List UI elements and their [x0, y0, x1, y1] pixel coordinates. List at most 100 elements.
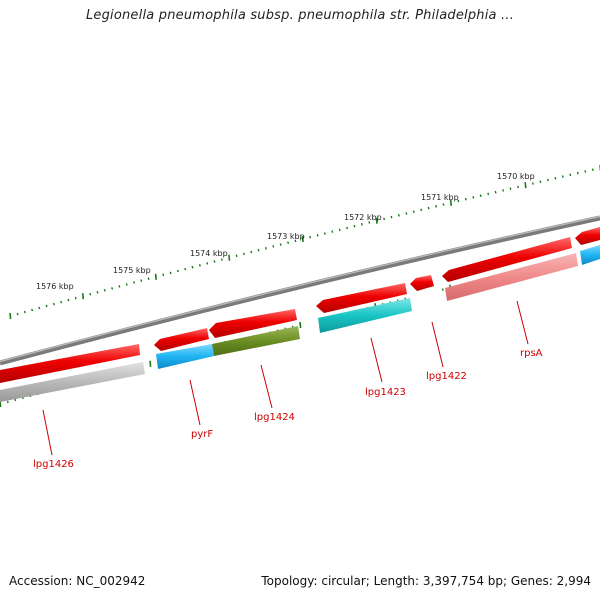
minor-tick	[323, 232, 326, 235]
minor-tick	[23, 310, 26, 314]
cog-rpsA[interactable]	[445, 253, 578, 301]
minor-tick	[331, 230, 334, 233]
scale-label-1576: 1576 kbp	[36, 282, 74, 291]
gene-arrow-pyrF[interactable]	[154, 328, 209, 351]
minor-tick	[591, 168, 594, 171]
gene-label-pyrF[interactable]: pyrF	[191, 429, 213, 440]
minor-tick	[52, 302, 55, 306]
minor-tick	[554, 177, 557, 180]
scale-tick-ring	[9, 165, 600, 320]
gene-labels: lpg1426 pyrF lpg1424 lpg1423 lpg1422 rps…	[33, 348, 543, 470]
major-tick	[154, 273, 157, 280]
minor-tick	[265, 247, 267, 250]
major-tick	[149, 360, 152, 367]
minor-tick	[569, 173, 572, 177]
cog-lpg1424[interactable]	[212, 326, 300, 356]
minor-tick	[242, 252, 245, 256]
minor-tick	[539, 180, 542, 183]
minor-tick	[96, 291, 99, 294]
gene-arrow-rpsA[interactable]	[442, 237, 572, 282]
gene-arrow-lpg1422[interactable]	[410, 275, 434, 291]
minor-tick	[235, 254, 238, 258]
minor-tick	[441, 288, 444, 291]
minor-tick	[517, 185, 519, 189]
minor-tick	[405, 212, 408, 215]
major-tick	[524, 182, 527, 189]
minor-tick	[67, 298, 70, 302]
minor-tick	[360, 223, 363, 226]
gene-label-lpg1422[interactable]: lpg1422	[426, 371, 467, 382]
minor-tick	[531, 182, 534, 185]
gene-arrow-next[interactable]	[575, 227, 600, 245]
minor-tick	[316, 234, 319, 237]
minor-tick	[176, 269, 179, 273]
minor-tick	[390, 215, 393, 219]
minor-tick	[576, 171, 579, 175]
gene-label-lpg1424[interactable]: lpg1424	[254, 412, 295, 423]
major-tick	[375, 217, 378, 224]
minor-tick	[140, 279, 143, 282]
cog-pyrF[interactable]	[156, 344, 214, 369]
scale-label-1572: 1572 kbp	[344, 213, 382, 222]
gene-arrow-lpg1423[interactable]	[316, 283, 407, 313]
callout-lines	[42, 300, 529, 456]
scale-labels: 1576 kbp 1575 kbp 1574 kbp 1573 kbp 1572…	[36, 172, 535, 291]
minor-tick	[509, 187, 512, 190]
minor-tick	[546, 178, 549, 182]
minor-tick	[309, 235, 312, 239]
minor-tick	[162, 273, 165, 277]
minor-tick	[257, 248, 260, 252]
minor-tick	[89, 292, 92, 296]
gene-label-lpg1423[interactable]: lpg1423	[365, 387, 406, 398]
gene-arrow-lpg1426[interactable]	[0, 344, 140, 383]
minor-tick	[420, 208, 423, 212]
major-tick	[81, 293, 85, 300]
minor-tick	[427, 206, 430, 210]
gene-label-lpg1426[interactable]: lpg1426	[33, 459, 74, 470]
scale-label-1574: 1574 kbp	[190, 249, 228, 258]
minor-tick	[383, 217, 386, 221]
minor-tick	[14, 398, 17, 402]
minor-tick	[435, 205, 438, 208]
minor-tick	[74, 296, 77, 300]
genome-backbone-highlight	[0, 215, 600, 363]
minor-tick	[125, 283, 128, 286]
major-tick	[9, 312, 12, 320]
minor-tick	[184, 267, 187, 271]
minor-tick	[103, 289, 106, 292]
minor-tick	[169, 271, 172, 275]
minor-tick	[133, 281, 135, 284]
feature-track-cds	[0, 227, 600, 383]
major-tick	[449, 199, 452, 206]
minor-tick	[272, 245, 275, 248]
map-title: Legionella pneumophila subsp. pneumophil…	[85, 8, 515, 23]
major-tick	[0, 400, 2, 408]
major-tick	[299, 321, 302, 329]
minor-tick	[198, 264, 201, 267]
gene-label-rpsA[interactable]: rpsA	[520, 348, 543, 359]
scale-label-1575: 1575 kbp	[113, 266, 151, 275]
cog-next[interactable]	[580, 245, 600, 265]
minor-tick	[287, 241, 290, 244]
minor-tick	[457, 199, 460, 203]
minor-tick	[294, 239, 297, 243]
minor-tick	[220, 258, 223, 261]
minor-tick	[111, 287, 114, 290]
minor-tick	[494, 190, 497, 194]
minor-tick	[442, 203, 445, 206]
accession-text: Accession: NC_002942	[9, 574, 146, 588]
minor-tick	[464, 197, 467, 201]
minor-tick	[584, 170, 587, 173]
minor-tick	[250, 250, 253, 254]
minor-tick	[502, 189, 505, 192]
minor-tick	[118, 285, 121, 288]
minor-tick	[279, 243, 282, 246]
cog-lpg1423[interactable]	[318, 298, 412, 333]
minor-tick	[353, 224, 356, 228]
major-tick	[301, 235, 304, 243]
gene-arrow-lpg1424[interactable]	[209, 309, 297, 338]
genome-summary-text: Topology: circular; Length: 3,397,754 bp…	[261, 574, 591, 588]
scale-label-1571: 1571 kbp	[421, 193, 459, 202]
cog-lpg1426[interactable]	[0, 362, 145, 402]
